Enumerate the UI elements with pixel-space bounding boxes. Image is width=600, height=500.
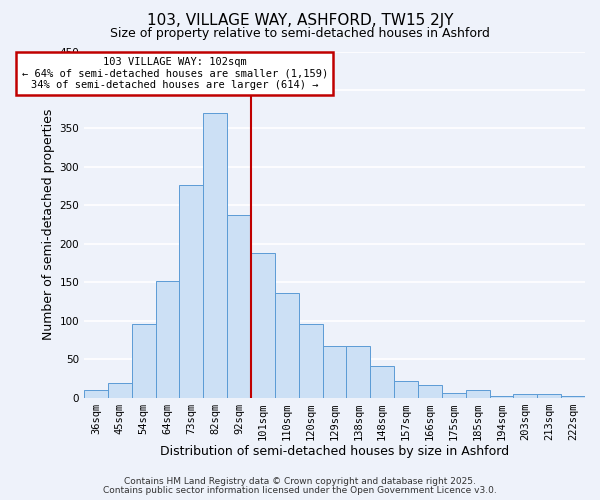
Bar (466, 390, 490, 398)
Bar (179, 186, 203, 398)
Bar (108, 384, 131, 398)
Text: Contains public sector information licensed under the Open Government Licence v3: Contains public sector information licen… (103, 486, 497, 495)
Bar (275, 294, 299, 398)
Bar (561, 396, 585, 398)
Bar (155, 281, 179, 398)
Text: Contains HM Land Registry data © Crown copyright and database right 2025.: Contains HM Land Registry data © Crown c… (124, 477, 476, 486)
Bar (346, 346, 370, 398)
Bar (84, 390, 108, 398)
Bar (490, 396, 514, 398)
Bar (394, 381, 418, 398)
Y-axis label: Number of semi-detached properties: Number of semi-detached properties (42, 109, 55, 340)
Bar (227, 214, 251, 398)
Bar (514, 394, 537, 398)
Bar (442, 394, 466, 398)
Text: Size of property relative to semi-detached houses in Ashford: Size of property relative to semi-detach… (110, 28, 490, 40)
Bar (370, 366, 394, 398)
Bar (251, 253, 275, 398)
Bar (299, 324, 323, 398)
Bar (537, 394, 561, 398)
Bar (418, 385, 442, 398)
Bar (323, 346, 346, 398)
Bar (203, 113, 227, 398)
Text: 103 VILLAGE WAY: 102sqm
← 64% of semi-detached houses are smaller (1,159)
34% of: 103 VILLAGE WAY: 102sqm ← 64% of semi-de… (22, 57, 328, 90)
X-axis label: Distribution of semi-detached houses by size in Ashford: Distribution of semi-detached houses by … (160, 444, 509, 458)
Text: 103, VILLAGE WAY, ASHFORD, TW15 2JY: 103, VILLAGE WAY, ASHFORD, TW15 2JY (147, 12, 453, 28)
Bar (131, 324, 155, 398)
